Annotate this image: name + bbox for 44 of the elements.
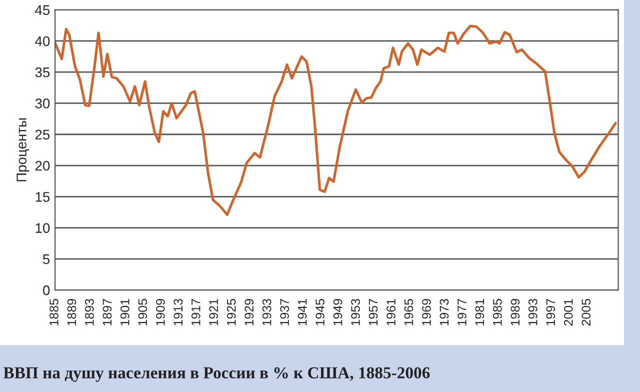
x-tick-label: 1949 [333, 299, 342, 326]
x-tick-label: 1921 [209, 299, 218, 326]
x-tick-label: 1897 [102, 299, 112, 326]
x-tick-label: 1933 [262, 298, 272, 326]
x-tick-label: 1941 [298, 299, 307, 326]
x-tick-label: 1973 [440, 298, 449, 326]
x-tick-label: 1945 [316, 298, 324, 326]
x-tick-label: 1901 [120, 299, 130, 326]
line-series [55, 24, 617, 216]
y-tick-label: 0 [43, 285, 50, 296]
y-tick-label: 30 [35, 98, 50, 108]
y-tick-label: 15 [36, 192, 50, 202]
x-tick-label: 1937 [280, 299, 289, 326]
x-tick-label: 1981 [475, 299, 484, 326]
x-tick-label: 2005 [582, 298, 591, 326]
x-tick-label: 1965 [404, 298, 414, 326]
x-tick-label: 1985 [493, 298, 502, 326]
x-tick-label: 1925 [226, 298, 236, 326]
x-tick-label: 1953 [351, 298, 360, 326]
x-tick-label: 1909 [156, 299, 165, 326]
y-tick-label: 35 [35, 67, 50, 78]
x-tick-label: 1917 [191, 299, 200, 326]
y-tick-label: 40 [35, 36, 50, 46]
x-tick-label: 1905 [138, 298, 148, 326]
x-tick-label: 1893 [85, 298, 94, 326]
x-tick-label: 1957 [368, 299, 378, 326]
x-tick-label: 1989 [510, 299, 520, 326]
x-tick-label: 1961 [386, 299, 396, 326]
x-tick-label: 1977 [458, 299, 466, 326]
y-tick-label: 45 [35, 5, 50, 15]
x-tick-label: 1993 [528, 298, 538, 326]
x-tick-label: 1885 [50, 298, 58, 326]
y-tick-label: 20 [35, 160, 50, 171]
x-tick-label: 2001 [564, 299, 573, 326]
x-tick-label: 1929 [244, 299, 254, 326]
x-tick-label: 1889 [67, 299, 76, 326]
x-tick-label: 1997 [546, 299, 556, 326]
text: ВВП на душу населения в России в % к США, 1885-2006 [3, 367, 430, 382]
y-tick-label: 10 [36, 223, 50, 233]
x-tick-label: 1969 [422, 299, 431, 326]
y-axis-title: Проценты [16, 118, 30, 182]
y-tick-label: 5 [43, 254, 50, 264]
y-tick-label: 25 [35, 130, 50, 140]
x-tick-label: 1913 [174, 298, 183, 326]
